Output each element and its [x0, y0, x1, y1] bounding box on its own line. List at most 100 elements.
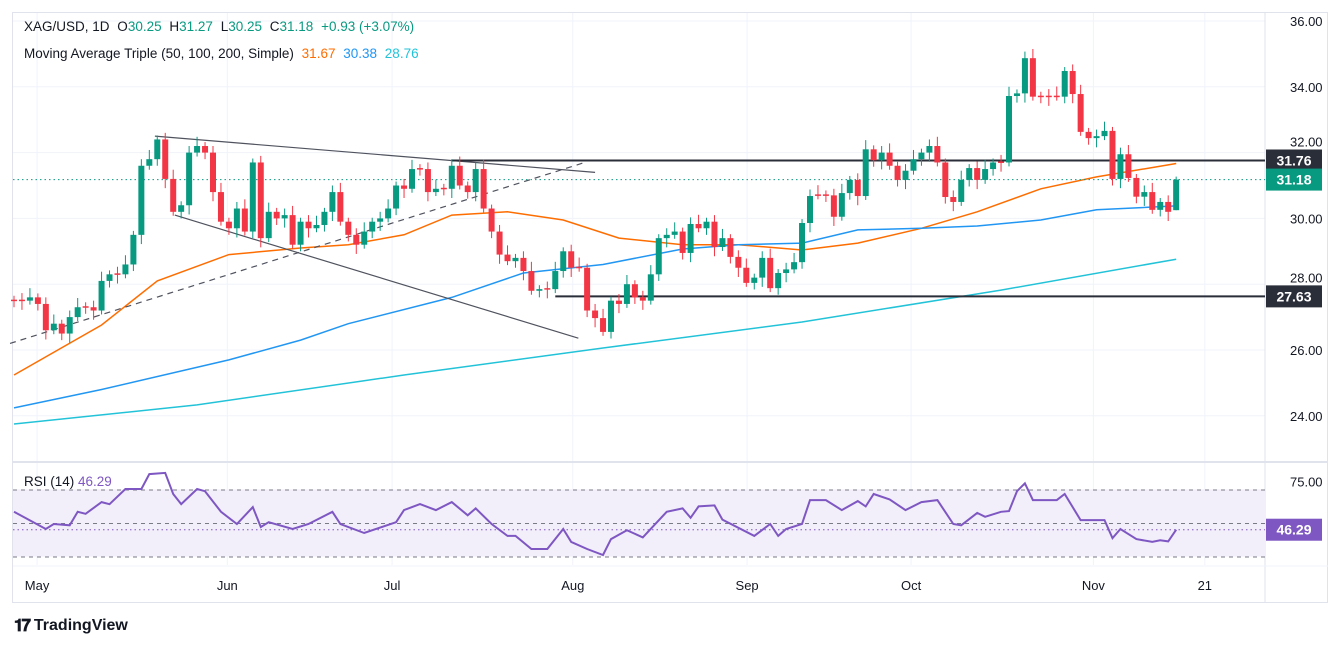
candle[interactable] [998, 154, 1005, 172]
candle[interactable] [767, 248, 774, 293]
candle[interactable] [1125, 145, 1132, 182]
candle[interactable] [807, 189, 813, 233]
candle[interactable] [703, 217, 710, 235]
dashed-trendline[interactable] [9, 161, 585, 344]
candle[interactable] [456, 156, 463, 190]
candle[interactable] [639, 290, 646, 310]
candle[interactable] [1101, 121, 1108, 141]
candle[interactable] [50, 314, 57, 335]
candle[interactable] [345, 217, 352, 242]
candle[interactable] [233, 201, 240, 238]
candle[interactable] [305, 215, 312, 238]
candle[interactable] [401, 178, 408, 199]
solid-trendline[interactable] [174, 214, 579, 339]
candle[interactable] [775, 269, 782, 295]
candle[interactable] [353, 228, 360, 254]
candle[interactable] [289, 205, 296, 249]
candle[interactable] [783, 262, 790, 283]
candle[interactable] [512, 253, 519, 268]
candle[interactable] [576, 257, 583, 272]
candle[interactable] [170, 169, 177, 216]
candle[interactable] [759, 251, 766, 287]
candle[interactable] [321, 207, 328, 232]
candle[interactable] [313, 215, 320, 233]
candle[interactable] [1173, 176, 1180, 211]
candle[interactable] [74, 298, 81, 322]
candle[interactable] [122, 255, 129, 279]
candle[interactable] [440, 183, 447, 196]
candle[interactable] [337, 182, 344, 226]
candle[interactable] [1109, 126, 1116, 186]
candle[interactable] [393, 181, 400, 216]
candle[interactable] [631, 280, 638, 304]
candle[interactable] [974, 161, 981, 190]
rsi-label[interactable]: RSI (14) [24, 474, 75, 489]
candle[interactable] [241, 199, 248, 236]
candle[interactable] [544, 281, 551, 299]
candle[interactable] [42, 297, 49, 340]
candle[interactable] [273, 207, 280, 225]
candle[interactable] [615, 294, 622, 314]
candle[interactable] [98, 271, 105, 315]
candle[interactable] [814, 185, 821, 200]
candle[interactable] [1141, 185, 1148, 206]
candle[interactable] [934, 136, 941, 167]
candle[interactable] [265, 202, 272, 243]
candle[interactable] [862, 140, 869, 200]
candle[interactable] [1069, 64, 1076, 104]
candle[interactable] [496, 224, 503, 264]
candle[interactable] [1157, 198, 1164, 217]
candle[interactable] [432, 179, 439, 197]
candle[interactable] [448, 159, 455, 199]
candle[interactable] [90, 300, 97, 320]
candle[interactable] [687, 217, 694, 263]
candle[interactable] [472, 162, 479, 202]
ma-label[interactable]: Moving Average Triple (50, 100, 200, Sim… [24, 46, 294, 61]
candle[interactable] [26, 288, 33, 305]
candle[interactable] [82, 302, 89, 314]
candle[interactable] [751, 273, 758, 290]
candle[interactable] [568, 244, 575, 277]
candle[interactable] [385, 199, 392, 223]
candle[interactable] [1117, 147, 1124, 189]
candle[interactable] [202, 142, 209, 160]
candle[interactable] [1013, 89, 1020, 103]
candle[interactable] [34, 293, 41, 311]
candle[interactable] [799, 219, 806, 269]
candle[interactable] [194, 136, 201, 157]
candle[interactable] [146, 149, 153, 170]
candle[interactable] [942, 158, 949, 204]
candle[interactable] [377, 211, 384, 231]
candle[interactable] [655, 234, 662, 281]
candle[interactable] [608, 296, 614, 339]
symbol-label[interactable]: XAG/USD, 1D [24, 19, 110, 34]
candle[interactable] [464, 181, 471, 199]
candle[interactable] [416, 164, 423, 176]
candle[interactable] [663, 228, 670, 248]
candle[interactable] [138, 159, 145, 245]
candle[interactable] [679, 227, 686, 260]
candle[interactable] [480, 159, 487, 213]
candle[interactable] [217, 182, 224, 226]
candle[interactable] [735, 250, 742, 277]
candle[interactable] [647, 265, 654, 305]
candle[interactable] [106, 270, 113, 288]
candle[interactable] [902, 164, 909, 190]
candle[interactable] [369, 217, 376, 239]
candle[interactable] [58, 319, 65, 341]
candle[interactable] [846, 175, 853, 200]
candle[interactable] [154, 135, 161, 166]
candle[interactable] [1029, 48, 1036, 101]
candle[interactable] [1149, 182, 1156, 214]
candle[interactable] [178, 201, 185, 219]
candle[interactable] [488, 204, 495, 239]
candle[interactable] [791, 252, 798, 274]
candle[interactable] [671, 222, 678, 239]
candle[interactable] [1006, 86, 1012, 167]
candle[interactable] [114, 266, 121, 284]
candle[interactable] [719, 228, 726, 251]
candle[interactable] [257, 155, 264, 248]
candle[interactable] [870, 145, 877, 167]
candle[interactable] [130, 230, 137, 272]
candle[interactable] [926, 139, 933, 162]
